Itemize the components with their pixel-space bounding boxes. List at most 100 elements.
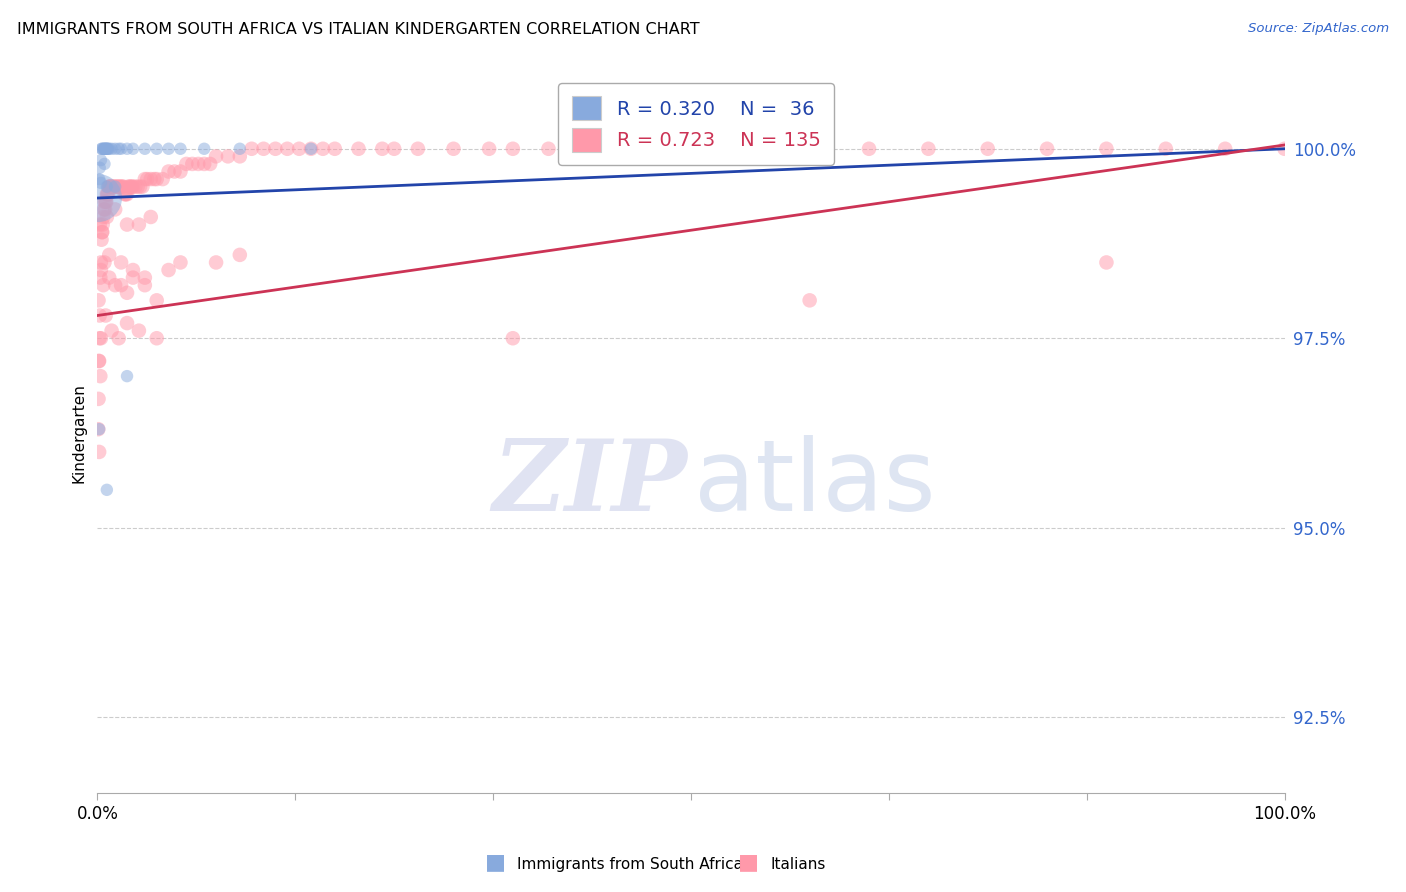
Point xyxy=(145,172,167,186)
Point xyxy=(502,142,524,156)
Point xyxy=(98,179,121,194)
Point xyxy=(169,255,191,269)
Point xyxy=(1154,142,1177,156)
Point xyxy=(93,194,115,209)
Point xyxy=(1036,142,1059,156)
Point xyxy=(96,210,118,224)
Point xyxy=(187,157,209,171)
Point xyxy=(104,179,127,194)
Legend: R = 0.320    N =  36, R = 0.723    N = 135: R = 0.320 N = 36, R = 0.723 N = 135 xyxy=(558,83,834,165)
Point xyxy=(93,142,115,156)
Point xyxy=(90,176,112,190)
Point xyxy=(115,369,138,384)
Point xyxy=(112,179,135,194)
Point xyxy=(145,142,167,156)
Point xyxy=(288,142,311,156)
Point xyxy=(94,142,117,156)
Point xyxy=(115,187,138,202)
Point xyxy=(122,179,145,194)
Point xyxy=(127,179,149,194)
Point xyxy=(104,142,127,156)
Point xyxy=(299,142,322,156)
Point xyxy=(229,248,252,262)
Point xyxy=(134,142,156,156)
Point xyxy=(169,142,191,156)
Point xyxy=(276,142,298,156)
Point xyxy=(143,172,166,186)
Point xyxy=(299,142,322,156)
Point xyxy=(91,142,114,156)
Point xyxy=(134,172,156,186)
Point xyxy=(98,179,121,194)
Point xyxy=(96,187,118,202)
Point xyxy=(90,255,112,269)
Point xyxy=(443,142,465,156)
Point xyxy=(89,354,111,368)
Point xyxy=(1095,142,1118,156)
Text: IMMIGRANTS FROM SOUTH AFRICA VS ITALIAN KINDERGARTEN CORRELATION CHART: IMMIGRANTS FROM SOUTH AFRICA VS ITALIAN … xyxy=(17,22,700,37)
Point xyxy=(139,172,162,186)
Point xyxy=(129,179,152,194)
Point xyxy=(122,263,145,277)
Point xyxy=(89,172,111,186)
Point xyxy=(87,354,110,368)
Point xyxy=(100,179,122,194)
Text: ■: ■ xyxy=(738,853,759,872)
Text: ■: ■ xyxy=(485,853,506,872)
Point xyxy=(91,225,114,239)
Point xyxy=(193,157,215,171)
Point xyxy=(101,179,124,194)
Point xyxy=(163,164,186,178)
Point xyxy=(917,142,939,156)
Point xyxy=(94,309,117,323)
Point xyxy=(98,270,121,285)
Point xyxy=(122,270,145,285)
Point xyxy=(96,483,118,497)
Point xyxy=(89,309,111,323)
Point xyxy=(91,142,114,156)
Point xyxy=(89,218,111,232)
Point xyxy=(94,142,117,156)
Point xyxy=(134,270,156,285)
Point xyxy=(90,263,112,277)
Point xyxy=(89,161,111,175)
Point xyxy=(91,210,114,224)
Point xyxy=(799,293,821,308)
Point xyxy=(252,142,274,156)
Point xyxy=(620,142,643,156)
Point xyxy=(96,179,118,194)
Point xyxy=(799,142,821,156)
Point xyxy=(90,331,112,345)
Point xyxy=(96,142,118,156)
Point xyxy=(107,179,129,194)
Point xyxy=(371,142,394,156)
Point xyxy=(100,179,122,194)
Point xyxy=(122,142,145,156)
Point xyxy=(679,142,702,156)
Point xyxy=(145,293,167,308)
Point xyxy=(240,142,263,156)
Point xyxy=(89,422,111,436)
Point xyxy=(111,179,134,194)
Point xyxy=(217,149,239,163)
Point xyxy=(145,331,167,345)
Point xyxy=(90,153,112,168)
Point xyxy=(131,179,153,194)
Point xyxy=(110,278,132,293)
Point xyxy=(382,142,405,156)
Point xyxy=(193,142,215,156)
Point xyxy=(91,218,114,232)
Point xyxy=(98,248,121,262)
Point xyxy=(97,179,120,194)
Point xyxy=(96,142,118,156)
Point xyxy=(561,142,583,156)
Point xyxy=(205,255,228,269)
Point xyxy=(89,445,111,459)
Point xyxy=(93,202,115,217)
Point xyxy=(118,179,141,194)
Point xyxy=(91,225,114,239)
Point xyxy=(107,142,129,156)
Point xyxy=(128,218,150,232)
Point xyxy=(114,187,136,202)
Point xyxy=(104,179,127,194)
